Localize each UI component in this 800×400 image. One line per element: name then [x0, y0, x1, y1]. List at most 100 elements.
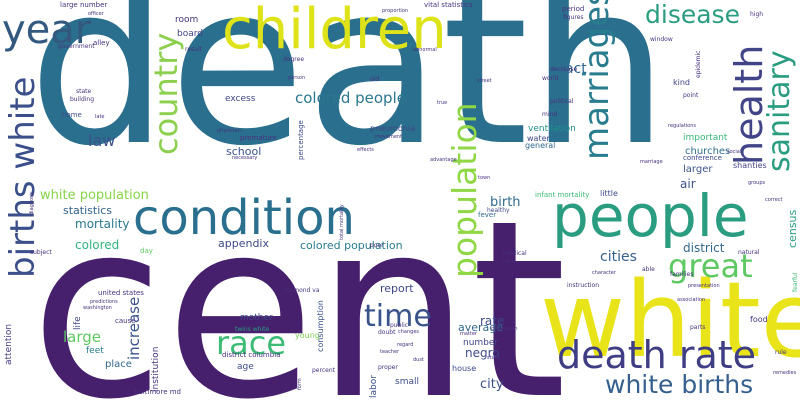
word-period: period — [562, 5, 585, 13]
word-case: case — [503, 259, 515, 265]
word-families: families — [670, 271, 694, 278]
word-house: house — [452, 364, 477, 373]
word-matter: matter — [460, 331, 477, 337]
word-changes: changes — [398, 329, 420, 335]
word-fever: fever — [478, 211, 497, 219]
word-mind: mind — [542, 111, 558, 118]
word-degree: degree — [283, 56, 305, 63]
word-life: life — [73, 316, 83, 330]
word-time: time — [364, 299, 432, 334]
word-correct: correct — [765, 197, 783, 203]
word-large-number: large number — [60, 1, 108, 9]
word-true: true — [437, 100, 448, 106]
word-colored-population: colored population — [300, 239, 403, 252]
word-state: state — [76, 88, 92, 95]
word-effects: effects — [357, 147, 374, 153]
word-condition: condition — [133, 190, 355, 246]
word-cent: cent — [30, 168, 567, 400]
word-large: large — [63, 328, 102, 346]
word-ventilation: ventilation — [528, 124, 576, 134]
word-social: social — [727, 149, 742, 155]
word-people: people — [552, 182, 749, 250]
word-form: form — [297, 378, 303, 390]
word-premature: premature — [240, 134, 277, 142]
word-district: district — [683, 241, 725, 255]
word-day: day — [140, 247, 153, 255]
word-late: late — [95, 114, 105, 120]
word-population: population — [445, 102, 484, 278]
word-white-population: white population — [40, 188, 149, 203]
word-vital-statistics: vital statistics — [424, 1, 473, 9]
word-public: public — [390, 322, 409, 329]
word-feet: feet — [86, 346, 104, 356]
word-conference: conference — [683, 154, 722, 162]
word-association: association — [677, 297, 706, 303]
word-percent: percent — [312, 367, 335, 374]
word-rule: rule — [775, 349, 787, 356]
word-town: town — [478, 175, 491, 181]
word-appendix: appendix — [218, 237, 269, 250]
word-churches: churches — [685, 146, 731, 157]
word-year: year — [2, 7, 92, 53]
word-cities: cities — [600, 249, 637, 265]
word-subject: subject — [30, 249, 52, 256]
word-physician: physician — [217, 128, 241, 134]
word-shanties: shanties — [733, 161, 767, 170]
word-mortality: mortality — [75, 217, 130, 231]
word-presentation: presentation — [688, 283, 720, 289]
word-dust: dust — [413, 357, 424, 363]
word-united-states: united states — [98, 289, 144, 297]
word-disease: disease — [645, 0, 740, 29]
word-government: government — [58, 43, 95, 50]
word-census: census — [786, 209, 799, 248]
word-board: board — [177, 29, 203, 39]
word-alley: alley — [93, 39, 110, 47]
word-street: street — [477, 78, 492, 84]
word-old: old — [370, 76, 380, 83]
word-white-births: white births — [605, 370, 754, 399]
word-rate: rate — [480, 314, 505, 328]
word-water: water — [527, 134, 550, 143]
word-medical: medical — [503, 250, 527, 257]
word-statistics: statistics — [63, 204, 113, 217]
word-death-rate: death rate — [557, 333, 757, 377]
word-pneumonia: pneumonia — [370, 124, 416, 133]
word-home: home — [62, 111, 82, 119]
word-proportion: proportion — [382, 8, 409, 14]
word-larger: larger — [683, 164, 713, 175]
word-figures: figures — [563, 14, 584, 21]
word-washington: washington — [83, 305, 112, 311]
word-cause: cause — [115, 317, 136, 325]
word-conclusion: conclusion — [491, 326, 518, 332]
word-school: school — [226, 145, 262, 158]
word-report: report — [380, 282, 414, 295]
word-mother: mother — [240, 313, 273, 323]
word-natural: natural — [738, 249, 760, 256]
word-poor: poor — [370, 242, 384, 249]
word-small: small — [395, 377, 419, 387]
word-children: children — [222, 0, 447, 62]
word-abnormal: abnormal — [413, 47, 437, 53]
word-little: little — [600, 189, 618, 198]
word-world: world — [542, 75, 559, 82]
word-white: white — [540, 259, 800, 381]
word-infant-mortality: infant mortality — [535, 191, 590, 199]
word-increase: increase — [125, 296, 143, 360]
word-consumption: consumption — [316, 300, 325, 352]
word-total-mortality: total mortality — [339, 204, 345, 240]
word-food: food — [750, 315, 768, 324]
word-general: general — [525, 141, 556, 150]
word-fearful: fearful — [792, 272, 799, 292]
word-political: political — [550, 98, 574, 105]
word-advantage: advantage — [430, 157, 457, 163]
word-age: age — [237, 362, 254, 372]
word-healthy: healthy — [487, 207, 510, 214]
word-sanitary: sanitary — [762, 50, 797, 172]
word-death: death — [28, 0, 670, 195]
word-kind: kind — [673, 78, 691, 87]
word-twins-white: twins white — [235, 326, 270, 333]
word-young: young — [295, 331, 320, 340]
word-colored: colored — [75, 238, 120, 252]
word-window: window — [650, 36, 673, 43]
word-law: law — [88, 131, 116, 150]
